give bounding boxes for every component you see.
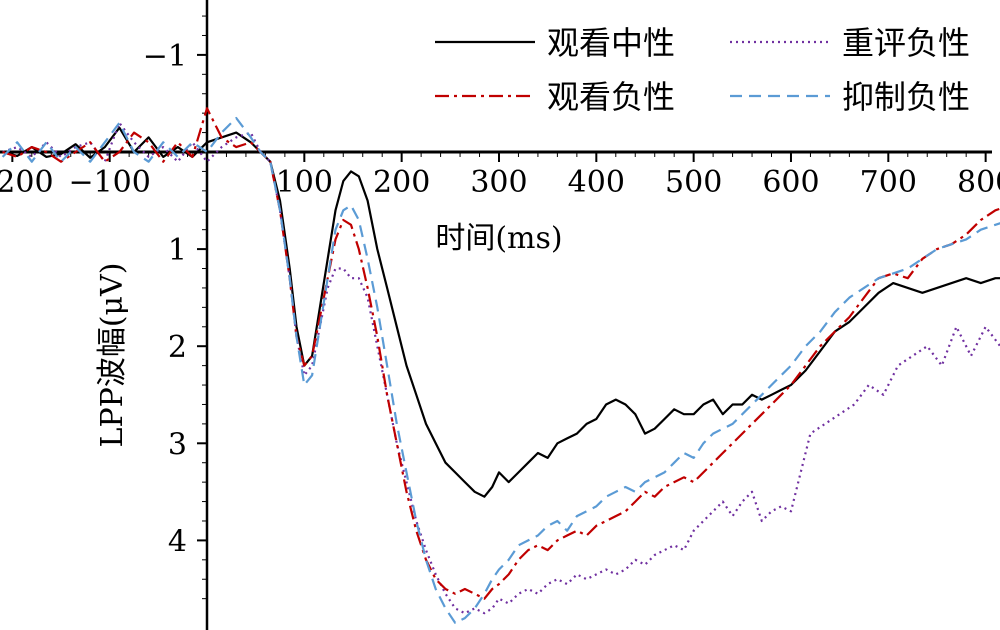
x-tick-label: −200: [0, 165, 54, 200]
x-tick-label: 100: [276, 165, 333, 200]
x-tick-label: −100: [68, 165, 150, 200]
legend-label-2: 重评负性: [842, 24, 970, 62]
y-tick-label: −1: [143, 39, 187, 74]
x-axis-title: 时间(ms): [435, 221, 562, 256]
y-tick-label: 4: [168, 524, 187, 559]
x-tick-label: 400: [568, 165, 625, 200]
y-tick-label: 3: [168, 427, 187, 462]
series-line-3: [2, 107, 1000, 600]
series-line-1: [2, 126, 1000, 498]
y-tick-label: 1: [168, 233, 187, 268]
legend-label-3: 观看负性: [547, 78, 675, 116]
x-tick-label: 500: [665, 165, 722, 200]
x-tick-label: 600: [762, 165, 819, 200]
x-tick-label: 800: [957, 165, 1000, 200]
x-tick-label: 300: [470, 165, 527, 200]
y-ticks: −1 1 2 3 4: [143, 15, 207, 600]
y-axis-title: LPP波幅(μV): [95, 263, 130, 448]
y-tick-label: 2: [168, 330, 187, 365]
series-layer: [1, 107, 1000, 624]
x-tick-label: 700: [860, 165, 917, 200]
legend-label-4: 抑制负性: [842, 78, 970, 116]
x-ticks: −200 −100 100 200 300 400 500 600 700 800: [0, 152, 1000, 200]
x-tick-label: 200: [373, 165, 430, 200]
legend-label-1: 观看中性: [547, 24, 675, 62]
series-line-4: [1, 116, 1000, 624]
